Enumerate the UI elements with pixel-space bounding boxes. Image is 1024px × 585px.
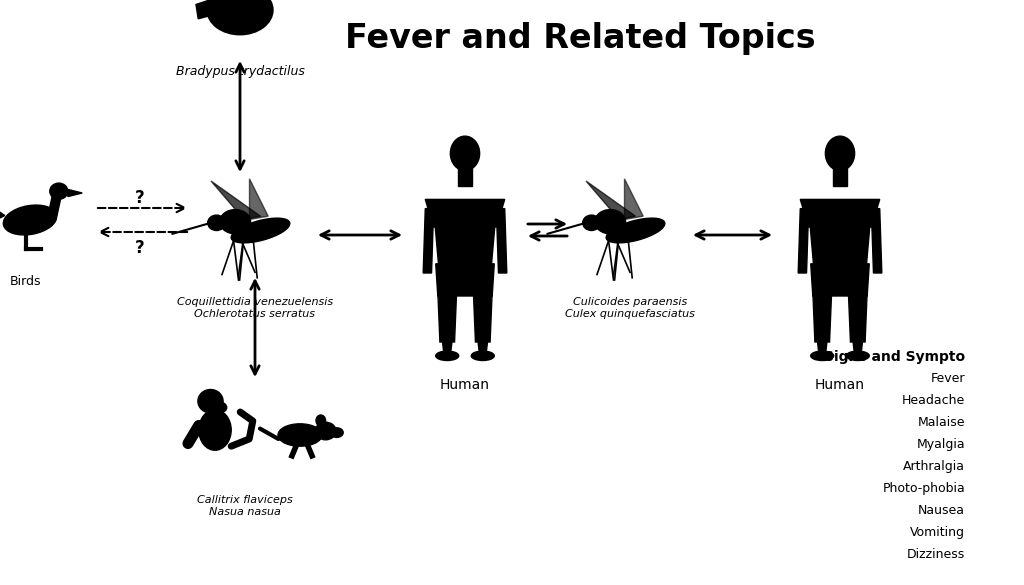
Text: Callitrix flaviceps
Nasua nasua: Callitrix flaviceps Nasua nasua xyxy=(198,495,293,517)
Polygon shape xyxy=(497,209,507,273)
Text: Bradypus trydactilus: Bradypus trydactilus xyxy=(175,65,304,78)
Ellipse shape xyxy=(811,351,834,360)
Polygon shape xyxy=(433,209,497,269)
Polygon shape xyxy=(48,195,61,215)
Text: ?: ? xyxy=(135,239,144,257)
Ellipse shape xyxy=(583,215,600,230)
Ellipse shape xyxy=(231,218,290,243)
Ellipse shape xyxy=(471,351,495,360)
Text: Human: Human xyxy=(815,378,865,392)
Ellipse shape xyxy=(606,218,665,243)
Ellipse shape xyxy=(595,209,626,234)
Polygon shape xyxy=(438,291,457,342)
Ellipse shape xyxy=(436,351,459,360)
Polygon shape xyxy=(813,291,831,342)
Polygon shape xyxy=(798,209,809,273)
Polygon shape xyxy=(809,209,871,269)
Ellipse shape xyxy=(50,183,68,199)
Text: Arthralgia: Arthralgia xyxy=(903,460,965,473)
Text: Birds: Birds xyxy=(10,275,42,288)
Polygon shape xyxy=(871,209,882,273)
Polygon shape xyxy=(211,181,260,219)
Text: Vomiting: Vomiting xyxy=(910,526,965,539)
Polygon shape xyxy=(442,338,453,356)
Polygon shape xyxy=(817,338,827,356)
Text: Fever: Fever xyxy=(931,372,965,385)
Ellipse shape xyxy=(316,415,326,426)
Polygon shape xyxy=(586,181,636,219)
Text: Malaise: Malaise xyxy=(918,416,965,429)
Text: Fever and Related Topics: Fever and Related Topics xyxy=(345,22,815,55)
Ellipse shape xyxy=(3,205,56,235)
Ellipse shape xyxy=(220,209,251,234)
Polygon shape xyxy=(423,209,433,273)
Ellipse shape xyxy=(198,390,223,413)
Polygon shape xyxy=(425,199,505,227)
Text: Myalgia: Myalgia xyxy=(916,438,965,451)
Text: Human: Human xyxy=(440,378,490,392)
Ellipse shape xyxy=(199,410,231,450)
Polygon shape xyxy=(196,0,231,19)
Polygon shape xyxy=(473,291,493,342)
Ellipse shape xyxy=(846,351,869,360)
Polygon shape xyxy=(853,338,863,356)
FancyBboxPatch shape xyxy=(833,167,847,186)
Text: Culicoides paraensis
Culex quinquefasciatus: Culicoides paraensis Culex quinquefascia… xyxy=(565,297,695,319)
Text: Coquillettidia venezuelensis
Ochlerotatus serratus: Coquillettidia venezuelensis Ochlerotatu… xyxy=(177,297,333,319)
Polygon shape xyxy=(625,179,643,219)
Polygon shape xyxy=(848,291,867,342)
Ellipse shape xyxy=(331,428,343,438)
Polygon shape xyxy=(0,202,5,225)
Ellipse shape xyxy=(212,402,226,413)
Polygon shape xyxy=(436,264,495,296)
Polygon shape xyxy=(250,179,268,219)
Ellipse shape xyxy=(208,215,225,230)
Text: Signs and Sympto: Signs and Sympto xyxy=(824,350,965,364)
Polygon shape xyxy=(811,264,869,296)
Text: Headache: Headache xyxy=(902,394,965,407)
Text: Photo-phobia: Photo-phobia xyxy=(883,482,965,495)
Ellipse shape xyxy=(315,422,336,440)
Ellipse shape xyxy=(278,424,322,446)
FancyBboxPatch shape xyxy=(458,167,472,186)
Text: ?: ? xyxy=(135,189,144,207)
Ellipse shape xyxy=(207,0,273,35)
Polygon shape xyxy=(477,338,488,356)
Text: Dizziness: Dizziness xyxy=(906,548,965,561)
Polygon shape xyxy=(801,199,880,227)
Polygon shape xyxy=(68,190,82,197)
Text: Nausea: Nausea xyxy=(918,504,965,517)
Ellipse shape xyxy=(825,136,855,171)
Ellipse shape xyxy=(451,136,479,171)
